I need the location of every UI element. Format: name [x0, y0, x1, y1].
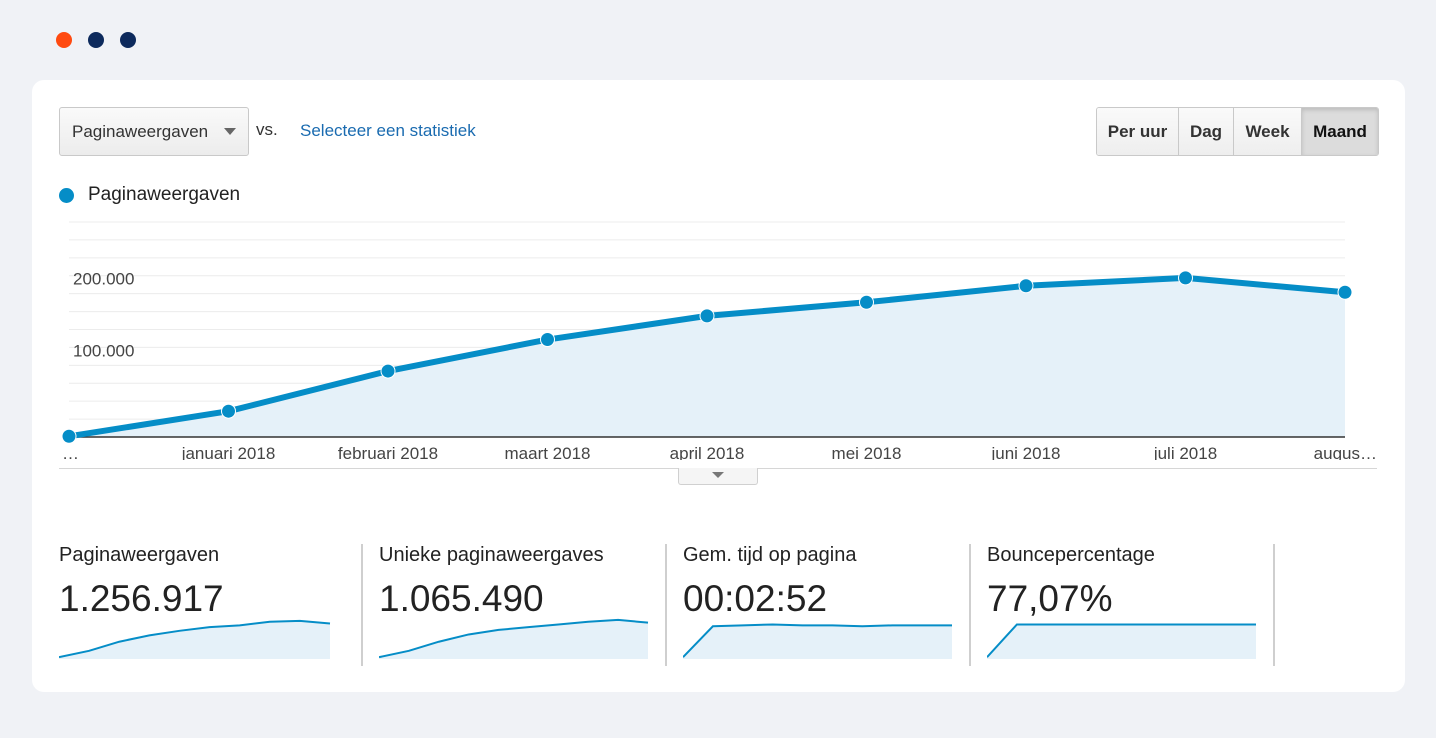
- period-toggle: Per uur Dag Week Maand: [1096, 107, 1379, 156]
- caret-down-icon: [712, 472, 724, 478]
- data-point[interactable]: [1178, 270, 1193, 286]
- legend-swatch: [59, 187, 74, 203]
- period-button-week[interactable]: Week: [1234, 108, 1302, 155]
- analytics-card: Paginaweergaven vs. Selecteer een statis…: [32, 80, 1405, 692]
- stat-card[interactable]: Paginaweergaven 1.256.917: [59, 544, 363, 666]
- sparkline-line: [379, 618, 649, 659]
- minimize-dot-icon[interactable]: [88, 32, 104, 48]
- sparkline-line: [987, 623, 1256, 658]
- legend-label: Paginaweergaven: [88, 184, 241, 205]
- data-point[interactable]: [540, 332, 555, 348]
- x-tick-label: januari 2018: [181, 444, 276, 460]
- y-tick-label: 200.000: [73, 270, 134, 289]
- x-tick-label: juni 2018: [990, 444, 1060, 460]
- close-dot-icon[interactable]: [56, 32, 72, 48]
- data-point[interactable]: [221, 403, 236, 419]
- x-tick-label: februari 2018: [338, 444, 438, 460]
- x-tick-label: …: [62, 444, 79, 460]
- select-stat-link[interactable]: Selecteer een statistiek: [300, 121, 476, 140]
- sparkline: [379, 618, 649, 659]
- data-point[interactable]: [699, 308, 715, 324]
- x-tick-label: juli 2018: [1153, 444, 1217, 460]
- sparkline-fill: [683, 624, 952, 659]
- x-tick-label: maart 2018: [505, 444, 591, 460]
- stat-value: 00:02:52: [683, 578, 828, 619]
- stat-value: 1.065.490: [379, 578, 544, 619]
- x-tick-label: augus…: [1314, 444, 1377, 460]
- collapse-chart-toggle[interactable]: [678, 468, 758, 485]
- vs-label: vs.: [256, 120, 278, 139]
- stat-label: Paginaweergaven: [59, 544, 220, 566]
- period-button-per-uur[interactable]: Per uur: [1097, 108, 1179, 155]
- sparkline-fill: [379, 619, 648, 659]
- maximize-dot-icon[interactable]: [120, 32, 136, 48]
- stats-row: Paginaweergaven 1.256.917 Unieke paginaw…: [59, 544, 1275, 666]
- period-button-dag[interactable]: Dag: [1179, 108, 1234, 155]
- metric-select[interactable]: Paginaweergaven: [59, 107, 249, 156]
- period-button-maand[interactable]: Maand: [1302, 108, 1378, 155]
- sparkline-line: [683, 623, 952, 658]
- data-point[interactable]: [1337, 284, 1353, 300]
- metric-select-label: Paginaweergaven: [72, 121, 209, 141]
- data-point[interactable]: [380, 363, 396, 379]
- sparkline-line: [59, 619, 331, 659]
- stat-card[interactable]: Unieke paginaweergaves 1.065.490: [363, 544, 667, 666]
- x-tick-label: april 2018: [670, 444, 745, 460]
- x-tick-label: mei 2018: [832, 444, 902, 460]
- y-tick-label: 100.000: [73, 341, 134, 360]
- sparkline: [987, 623, 1256, 659]
- stat-value: 77,07%: [987, 578, 1113, 619]
- data-point[interactable]: [859, 294, 874, 310]
- area-fill: [69, 277, 1345, 437]
- data-point[interactable]: [61, 428, 77, 444]
- chart-legend: Paginaweergaven: [59, 184, 240, 206]
- stat-value: 1.256.917: [59, 578, 224, 619]
- chevron-down-icon: [224, 128, 236, 135]
- data-point[interactable]: [1018, 278, 1034, 294]
- sparkline-fill: [987, 624, 1256, 659]
- stat-card[interactable]: Bouncepercentage 77,07%: [971, 544, 1275, 666]
- stat-label: Gem. tijd op pagina: [683, 544, 857, 566]
- stat-label: Unieke paginaweergaves: [379, 544, 604, 566]
- sparkline-fill: [59, 620, 330, 659]
- sparkline: [683, 623, 952, 659]
- stat-card[interactable]: Gem. tijd op pagina 00:02:52: [667, 544, 971, 666]
- window-controls: [56, 32, 136, 48]
- sparkline: [59, 619, 331, 659]
- stat-label: Bouncepercentage: [987, 544, 1155, 566]
